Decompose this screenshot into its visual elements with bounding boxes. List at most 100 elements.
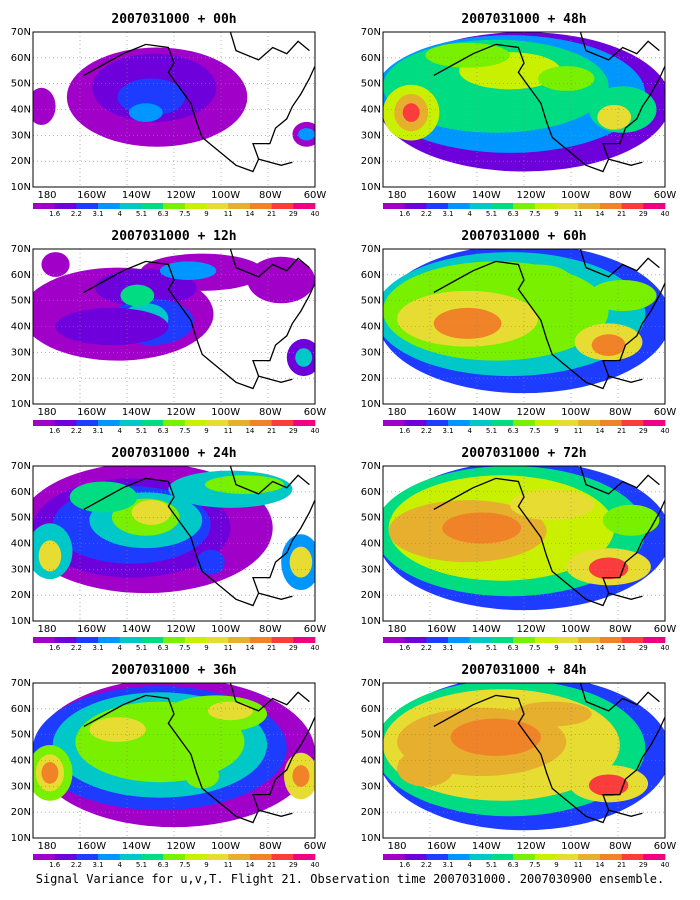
- colorbar-swatch: [249, 420, 272, 426]
- lon-tick-label: 80W: [609, 841, 632, 852]
- colorbar-swatch: [228, 854, 251, 860]
- lon-tick-label: 60W: [304, 407, 327, 418]
- lon-tick-label: 180: [37, 190, 56, 201]
- colorbar-swatch: [643, 203, 666, 209]
- colorbar-swatch: [383, 854, 405, 860]
- colorbar-label: 21: [617, 861, 626, 869]
- variance-contour: [196, 549, 225, 575]
- lat-tick-label: 60N: [11, 53, 31, 64]
- colorbar-swatch: [599, 420, 622, 426]
- panel-title: 2007031000 + 84h: [461, 663, 586, 678]
- lon-tick-label: 80W: [609, 190, 632, 201]
- colorbar-swatch: [119, 420, 142, 426]
- colorbar-label: 4: [468, 644, 473, 652]
- colorbar-label: 29: [289, 427, 298, 435]
- colorbar-label: 29: [639, 427, 648, 435]
- colorbar-swatch: [513, 203, 536, 209]
- variance-contour: [397, 749, 454, 787]
- lat-tick-label: 30N: [361, 564, 381, 575]
- map-panel-72h: 2007031000 + 72h 70N 60N 50N 40N 30N 20N 10N 180…: [361, 446, 677, 652]
- lon-tick-label: 160W: [77, 624, 106, 635]
- colorbar-swatch: [271, 203, 294, 209]
- colorbar-swatch: [76, 203, 99, 209]
- variance-field: [33, 252, 315, 377]
- colorbar-swatch: [556, 420, 579, 426]
- variance-contour: [504, 264, 572, 296]
- lat-tick-label: 10N: [361, 616, 381, 627]
- colorbar-swatch: [206, 637, 229, 643]
- coastline: [433, 249, 665, 390]
- colorbar-swatch: [491, 420, 514, 426]
- colorbar-swatch: [621, 637, 644, 643]
- variance-contour: [41, 762, 59, 784]
- map-frame: [382, 248, 666, 405]
- variance-contour: [597, 104, 632, 130]
- lon-tick-label: 140W: [472, 624, 501, 635]
- variance-contour: [289, 546, 313, 578]
- colorbar-label: 21: [267, 861, 276, 869]
- colorbar-swatch: [426, 203, 449, 209]
- lat-tick-label: 10N: [11, 833, 31, 844]
- colorbar-swatch: [469, 854, 492, 860]
- colorbar-swatch: [643, 420, 666, 426]
- map-panel-48h: 2007031000 + 48h 70N 60N 50N 40N 30N 20N 10N 180…: [361, 12, 677, 218]
- variance-field: [383, 683, 665, 831]
- colorbar-swatch: [141, 854, 164, 860]
- lon-tick-label: 160W: [427, 407, 456, 418]
- variance-contour: [38, 540, 62, 572]
- colorbar-swatch: [578, 637, 601, 643]
- colorbar-swatch: [293, 637, 316, 643]
- colorbar-label: 1.6: [399, 210, 411, 218]
- colorbar-label: 5.1: [486, 210, 497, 218]
- variance-field: [33, 683, 315, 828]
- lon-tick-label: 140W: [122, 841, 151, 852]
- map-panel-84h: 2007031000 + 84h 70N 60N 50N 40N 30N 20N 10N 180…: [361, 663, 677, 869]
- colorbar-swatch: [534, 854, 557, 860]
- colorbar-label: 6.3: [158, 210, 169, 218]
- variance-contour: [159, 261, 217, 281]
- lon-tick-label: 180: [37, 407, 56, 418]
- colorbar-swatch: [271, 637, 294, 643]
- lat-tick-label: 30N: [361, 347, 381, 358]
- coastline: [83, 32, 315, 173]
- lon-tick-label: 80W: [259, 190, 282, 201]
- lat-tick-label: 40N: [11, 105, 31, 116]
- lat-tick-label: 70N: [11, 27, 31, 38]
- colorbar-swatch: [383, 420, 405, 426]
- colorbar-label: 9: [204, 427, 208, 435]
- colorbar-label: 2.2: [71, 861, 82, 869]
- variance-contour: [509, 489, 595, 521]
- colorbar-swatch: [404, 637, 427, 643]
- colorbar-label: 2.2: [71, 210, 82, 218]
- colorbar-label: 6.3: [158, 427, 169, 435]
- lon-tick-label: 140W: [122, 624, 151, 635]
- colorbar-label: 7.5: [179, 644, 190, 652]
- colorbar-label: 5.1: [136, 210, 147, 218]
- figure-caption: Signal Variance for u,v,T. Flight 21. Ob…: [35, 872, 665, 886]
- colorbar-label: 7.5: [529, 427, 540, 435]
- lon-tick-label: 140W: [472, 841, 501, 852]
- colorbar-label: 29: [289, 861, 298, 869]
- colorbar-swatch: [141, 420, 164, 426]
- variance-contour: [295, 348, 313, 367]
- colorbar-swatch: [228, 203, 251, 209]
- colorbar-swatch: [76, 637, 99, 643]
- colorbar-label: 1.6: [399, 644, 411, 652]
- colorbar-label: 6.3: [158, 644, 169, 652]
- colorbar-swatch: [469, 420, 492, 426]
- colorbar-label: 3.1: [93, 210, 104, 218]
- lat-tick-label: 10N: [361, 833, 381, 844]
- colorbar-label: 9: [204, 861, 208, 869]
- lon-tick-label: 180: [387, 407, 406, 418]
- colorbar-swatch: [206, 203, 229, 209]
- colorbar-label: 1.6: [399, 427, 411, 435]
- lon-tick-label: 120W: [167, 841, 196, 852]
- lon-tick-label: 60W: [304, 190, 327, 201]
- colorbar-label: 2.2: [421, 210, 432, 218]
- variance-contour: [433, 307, 502, 339]
- lat-tick-label: 40N: [361, 756, 381, 767]
- colorbar: 1.6 2.2 3.1 4 5.1 6.3 7.5 9 11 14 21 29 40: [383, 203, 669, 218]
- lat-tick-label: 60N: [361, 487, 381, 498]
- colorbar-label: 4: [118, 210, 123, 218]
